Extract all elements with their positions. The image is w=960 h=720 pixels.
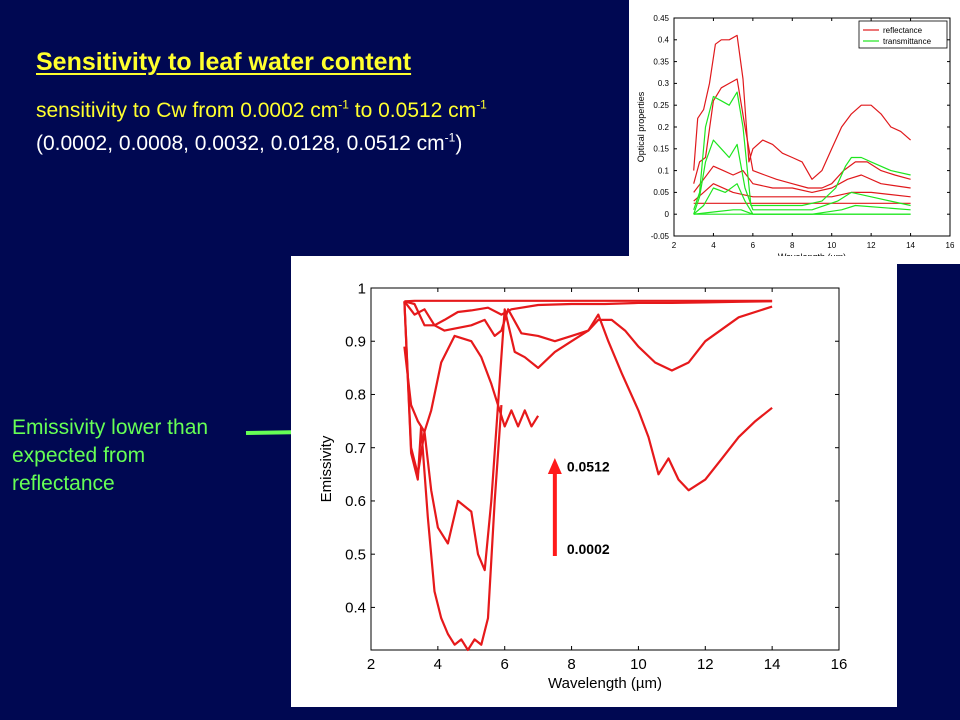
x-tick-label: 4 bbox=[434, 656, 442, 673]
series-line bbox=[404, 300, 773, 372]
y-tick-label: -0.05 bbox=[651, 232, 670, 241]
x-tick-label: 16 bbox=[946, 241, 955, 250]
series-line bbox=[693, 34, 911, 180]
unit-exponent: -1 bbox=[476, 97, 487, 112]
optical-properties-chart: 2 4 6 8 10 12 14 16 -0.05 0 0.05 0.1 0.15 0.2 0.25 0.3 0… bbox=[629, 0, 960, 264]
cw-values-part: ) bbox=[455, 132, 463, 155]
y-tick-label: 0.9 bbox=[345, 333, 366, 350]
y-tick-label: 0.8 bbox=[345, 387, 366, 404]
series-line bbox=[403, 301, 540, 572]
series-line bbox=[693, 183, 911, 215]
series-line bbox=[693, 91, 911, 210]
y-tick-label: 0 bbox=[665, 210, 670, 219]
y-tick-label: 0.3 bbox=[658, 79, 670, 88]
y-tick-label: 0.4 bbox=[658, 36, 670, 45]
legend-entry: reflectance bbox=[883, 26, 923, 35]
x-tick-label: 4 bbox=[711, 241, 716, 250]
x-tick-label: 2 bbox=[367, 656, 375, 673]
series-line bbox=[693, 209, 911, 215]
x-tick-label: 6 bbox=[501, 656, 509, 673]
emissivity-chart: 2 4 6 8 10 12 14 16 0.4 0.5 0.6 0.7 0.8 0.9 1 Wavelengt… bbox=[291, 256, 897, 707]
y-tick-label: 0.4 bbox=[345, 600, 366, 617]
series-line bbox=[403, 300, 773, 327]
sensitivity-arrow-head bbox=[547, 458, 562, 474]
x-tick-label: 14 bbox=[764, 656, 781, 673]
arrow-bottom-label: 0.0002 bbox=[567, 541, 610, 557]
y-tick-label: 0.45 bbox=[653, 14, 669, 23]
series-line bbox=[693, 183, 911, 202]
legend-box bbox=[858, 20, 948, 49]
legend: reflectance transmittance bbox=[858, 20, 948, 49]
cw-values-part: (0.0002, 0.0008, 0.0032, 0.0128, 0.0512 … bbox=[36, 132, 445, 155]
x-tick-label: 16 bbox=[831, 656, 848, 673]
y-tick-label: 0.25 bbox=[653, 101, 669, 110]
y-tick-label: 0.15 bbox=[653, 145, 669, 154]
x-tick-label: 6 bbox=[751, 241, 756, 250]
x-tick-label: 12 bbox=[697, 656, 714, 673]
series-line bbox=[403, 308, 773, 492]
cw-range-part: sensitivity to Cw from 0.0002 cm bbox=[36, 99, 339, 122]
y-tick-label: 0.1 bbox=[658, 166, 670, 175]
legend-entry: transmittance bbox=[883, 37, 932, 46]
x-tick-label: 2 bbox=[672, 241, 677, 250]
y-tick-label: 0.7 bbox=[345, 440, 366, 457]
series-line bbox=[404, 299, 773, 303]
y-tick-label: 0.35 bbox=[653, 57, 669, 66]
unit-exponent: -1 bbox=[444, 130, 456, 145]
x-axis-label: Wavelength (µm) bbox=[548, 675, 662, 692]
cw-range-text: sensitivity to Cw from 0.0002 cm-1 to 0.… bbox=[36, 99, 487, 123]
x-tick-label: 10 bbox=[827, 241, 836, 250]
unit-exponent: -1 bbox=[338, 97, 349, 112]
series-line bbox=[693, 78, 911, 189]
x-tick-label: 12 bbox=[867, 241, 876, 250]
x-tick-label: 8 bbox=[790, 241, 795, 250]
series-line bbox=[403, 301, 503, 652]
y-axis-label: Optical properties bbox=[636, 91, 646, 162]
x-tick-label: 14 bbox=[906, 241, 915, 250]
series-line bbox=[693, 165, 911, 193]
x-tick-label: 10 bbox=[630, 656, 647, 673]
series-line bbox=[693, 139, 911, 215]
y-tick-label: 0.5 bbox=[345, 546, 366, 563]
y-axis-label: Emissivity bbox=[318, 435, 335, 502]
slide-title: Sensitivity to leaf water content bbox=[36, 48, 412, 76]
y-tick-label: 0.2 bbox=[658, 123, 670, 132]
y-tick-label: 1 bbox=[358, 280, 366, 297]
plot-frame bbox=[370, 287, 840, 651]
cw-range-part: to 0.0512 cm bbox=[348, 99, 477, 122]
cw-values-text: (0.0002, 0.0008, 0.0032, 0.0128, 0.0512 … bbox=[36, 132, 462, 156]
y-tick-label: 0.05 bbox=[653, 188, 669, 197]
emissivity-annotation: Emissivity lower than expected from refl… bbox=[12, 416, 209, 495]
x-tick-label: 8 bbox=[567, 656, 575, 673]
arrow-top-label: 0.0512 bbox=[567, 458, 610, 474]
y-tick-label: 0.6 bbox=[345, 493, 366, 510]
